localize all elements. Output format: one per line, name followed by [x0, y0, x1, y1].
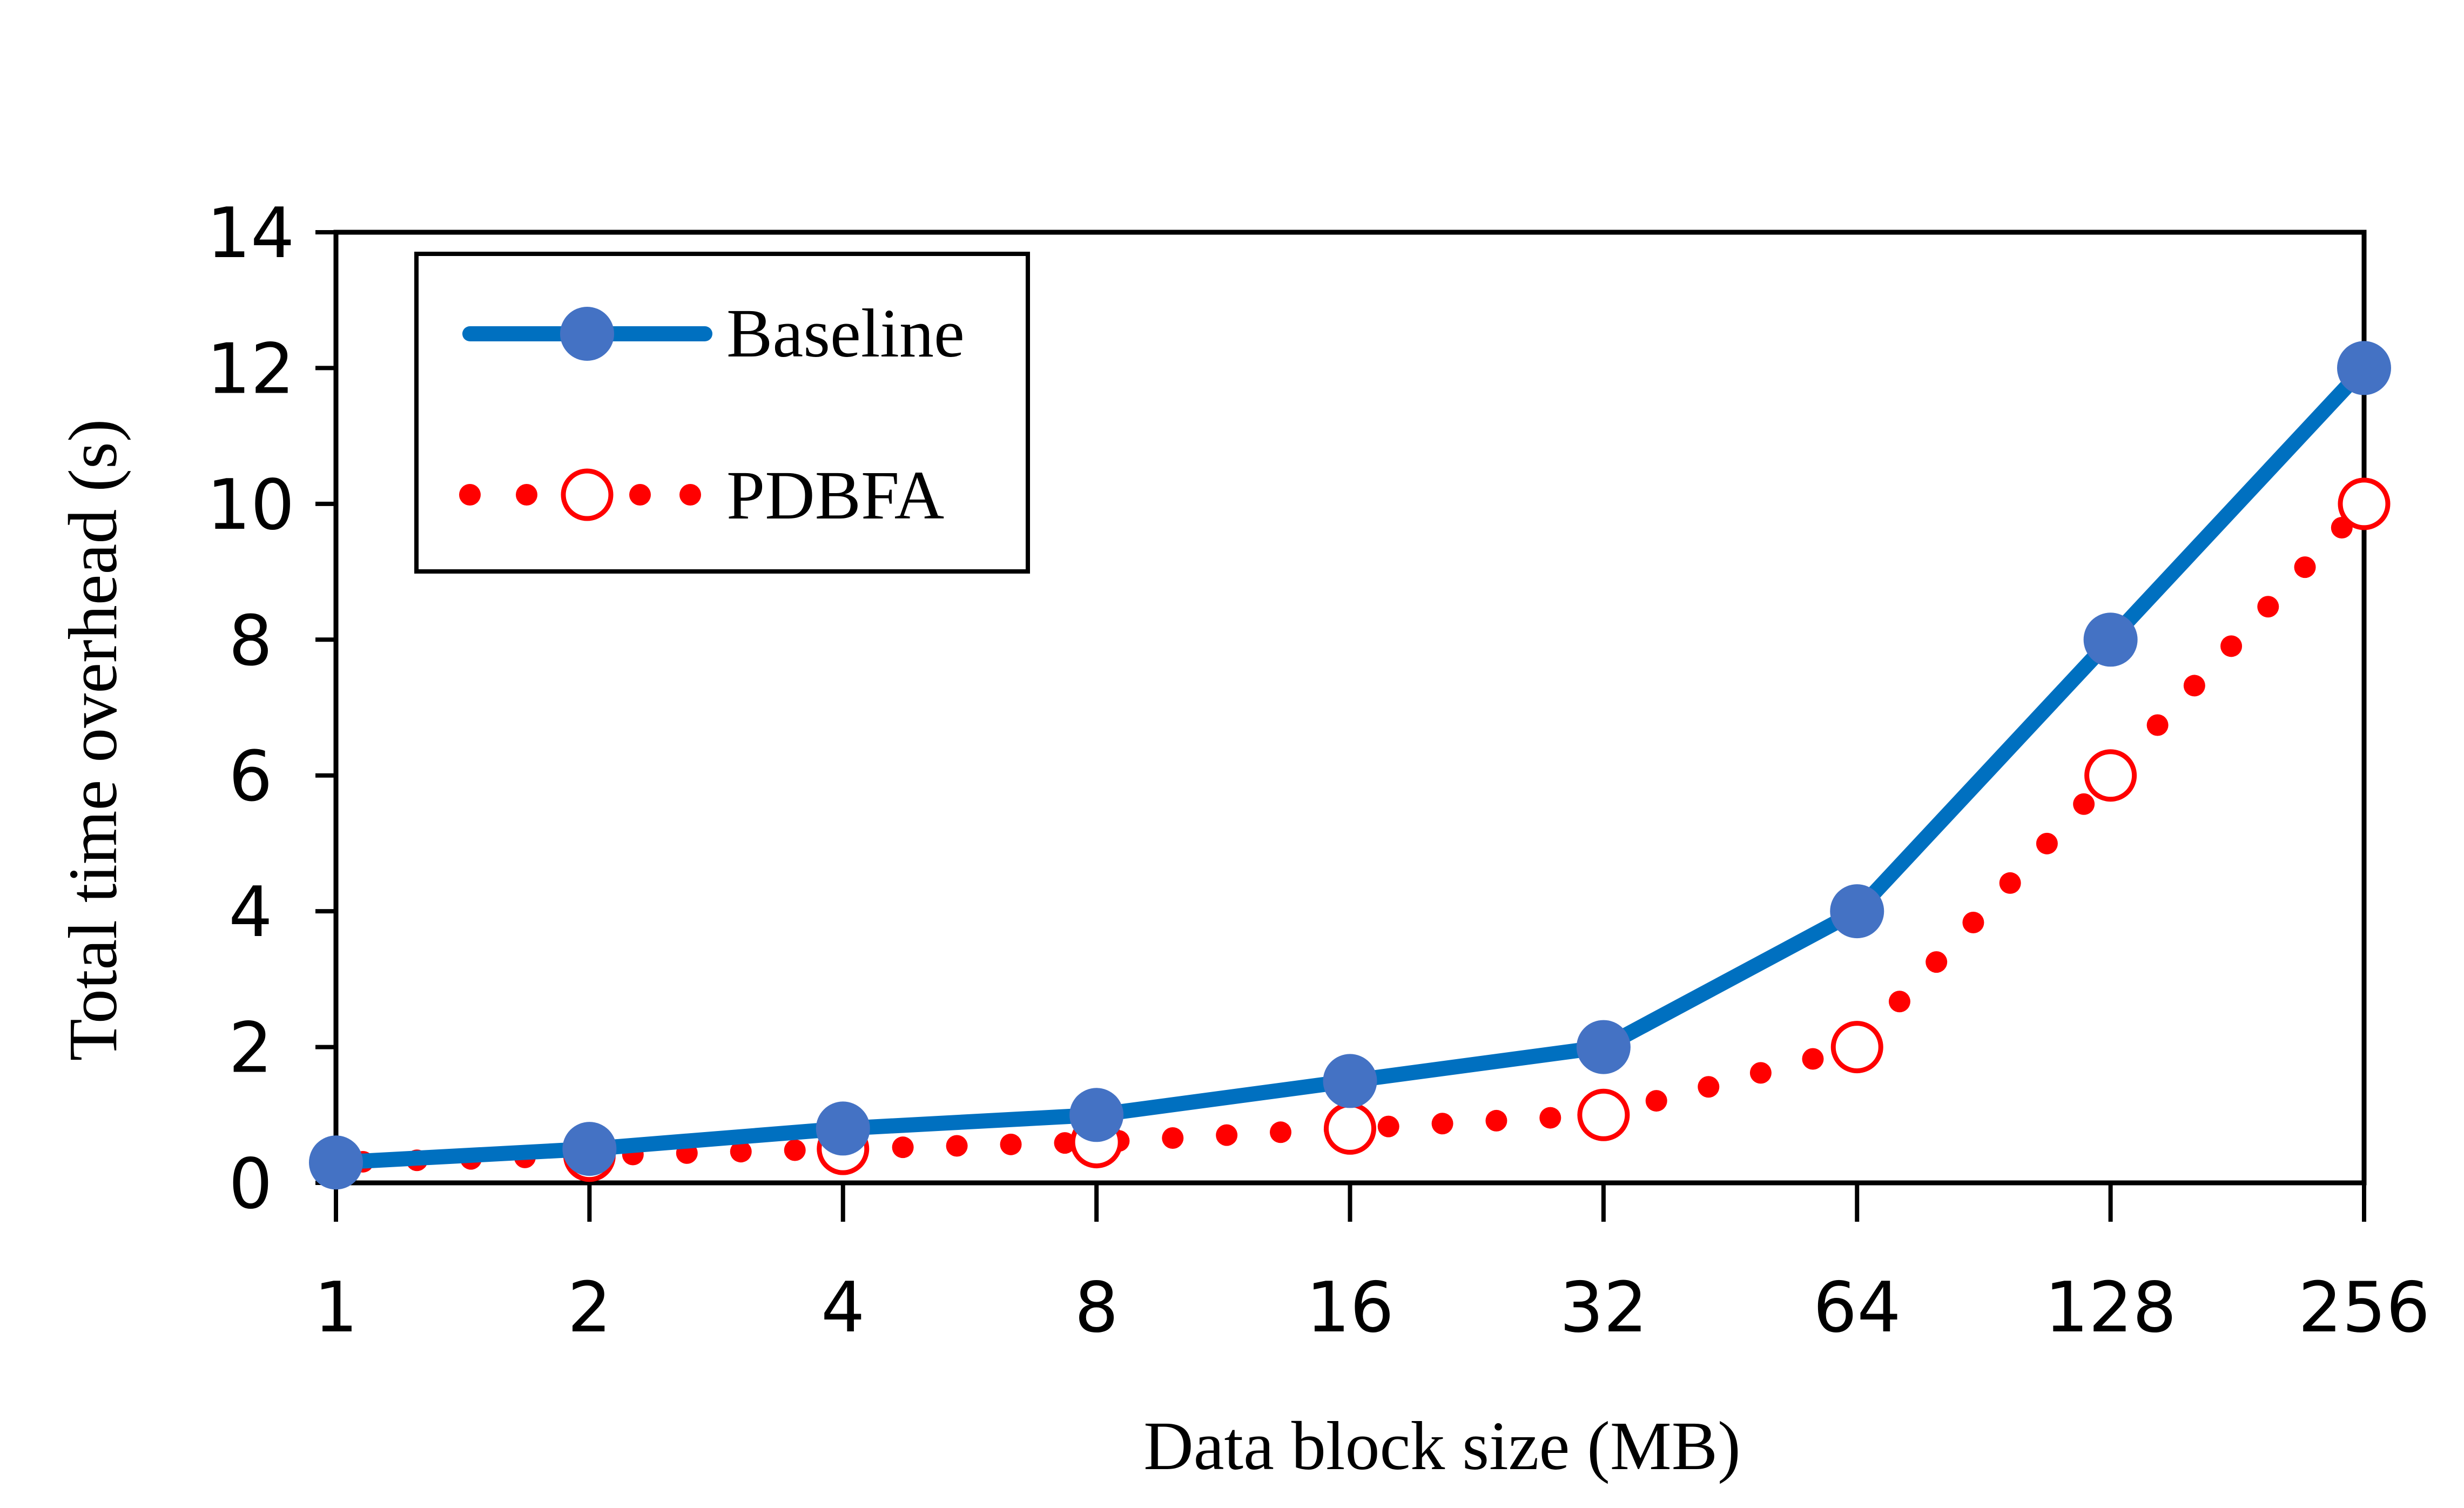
pdbfa-line-dot — [1888, 991, 1910, 1013]
baseline-point — [1576, 1020, 1631, 1074]
legend-box — [414, 252, 1030, 574]
pdbfa-line-dot — [1431, 1113, 1453, 1135]
y-tick-label: 12 — [207, 329, 295, 409]
x-tick-label: 32 — [1559, 1268, 1647, 1348]
pdbfa-point — [2338, 477, 2391, 530]
pdbfa-line-dot — [892, 1136, 914, 1159]
legend-pdbfa-marker — [561, 468, 614, 521]
legend-pdbfa-dot — [459, 484, 481, 506]
legend-baseline-label: Baseline — [726, 295, 965, 372]
legend-pdbfa-dot — [516, 484, 537, 506]
x-tick-label: 2 — [568, 1268, 611, 1348]
pdbfa-line-dot — [1539, 1107, 1561, 1129]
pdbfa-line-dot — [730, 1141, 752, 1163]
baseline-point — [1830, 884, 1884, 939]
pdbfa-point — [1577, 1088, 1630, 1141]
x-tick-label: 4 — [821, 1268, 865, 1348]
pdbfa-point — [1830, 1021, 1883, 1074]
series-layer — [309, 341, 2391, 1190]
legend-pdbfa-dot — [629, 484, 651, 506]
x-tick-label: 8 — [1074, 1268, 1118, 1348]
baseline-point — [309, 1135, 363, 1190]
baseline-point — [816, 1101, 870, 1156]
pdbfa-line-dot — [784, 1139, 806, 1161]
pdbfa-line-dot — [2146, 714, 2169, 736]
x-tick-label: 64 — [1813, 1268, 1901, 1348]
pdbfa-line-dot — [2073, 793, 2095, 815]
legend: Baseline PDBFA — [414, 252, 1030, 574]
pdbfa-line-dot — [1485, 1109, 1507, 1132]
y-tick-label: 6 — [228, 737, 272, 817]
pdbfa-line-dot — [1749, 1062, 1772, 1084]
x-axis-ticks: 1 2 4 8 16 32 64 128 256 — [314, 1183, 2430, 1348]
pdbfa-line-dot — [2183, 675, 2205, 697]
y-tick-label: 0 — [228, 1144, 272, 1224]
pdbfa-line-dot — [2220, 635, 2243, 657]
y-tick-label: 10 — [207, 465, 295, 546]
pdbfa-line-dot — [2257, 596, 2279, 618]
x-tick-label: 1 — [314, 1268, 358, 1348]
pdbfa-line-dot — [1802, 1048, 1824, 1070]
legend-pdbfa-dot — [679, 484, 701, 506]
y-tick-label: 4 — [228, 872, 272, 953]
pdbfa-line-dot — [1999, 872, 2021, 894]
baseline-point — [2337, 341, 2391, 395]
pdbfa-line-dot — [946, 1135, 968, 1157]
pdbfa-line-dot — [1926, 951, 1948, 973]
pdbfa-line-dot — [1000, 1133, 1022, 1155]
pdbfa-line-dot — [1054, 1132, 1076, 1154]
pdbfa-line-dot — [1270, 1121, 1292, 1143]
pdbfa-line-dot — [1962, 912, 1984, 934]
pdbfa-line-dot — [2294, 556, 2316, 578]
series-baseline — [309, 341, 2391, 1190]
y-tick-label: 8 — [228, 601, 272, 681]
pdbfa-line-dot — [1162, 1127, 1184, 1149]
pdbfa-line-dot — [1645, 1090, 1667, 1112]
y-tick-label: 2 — [228, 1008, 272, 1089]
baseline-point — [562, 1122, 617, 1176]
baseline-point — [1323, 1054, 1377, 1108]
y-axis-ticks: 0 2 4 6 8 10 12 14 — [207, 193, 336, 1224]
baseline-point — [1069, 1088, 1124, 1142]
legend-pdbfa-label: PDBFA — [726, 457, 944, 534]
pdbfa-point — [2084, 749, 2137, 802]
x-axis-title: Data block size (MB) — [1143, 1408, 1740, 1484]
pdbfa-line-dot — [1216, 1124, 1238, 1146]
legend-baseline-marker — [560, 307, 614, 361]
pdbfa-point — [1324, 1102, 1376, 1155]
y-tick-label: 14 — [207, 193, 295, 274]
baseline-point — [2083, 612, 2138, 667]
y-axis-title: Total time overhead (s) — [55, 419, 131, 1061]
x-tick-label: 16 — [1306, 1268, 1394, 1348]
x-tick-label: 128 — [2044, 1268, 2176, 1348]
x-tick-label: 256 — [2298, 1268, 2430, 1348]
legend-pdbfa-dots — [459, 484, 701, 506]
pdbfa-line-dot — [2036, 832, 2058, 854]
pdbfa-line-dot — [1698, 1076, 1720, 1098]
pdbfa-line-dot — [1377, 1115, 1399, 1137]
